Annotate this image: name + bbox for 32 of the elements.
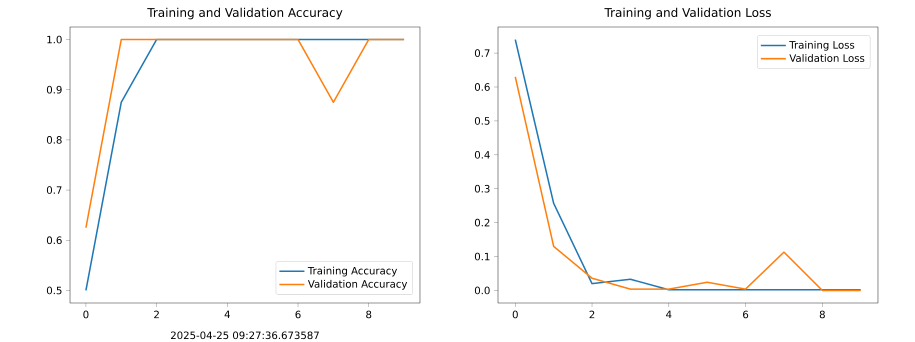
y-tick-label: 0.9 (46, 86, 62, 94)
x-tick-label: 8 (366, 310, 372, 318)
x-tick-label: 2 (590, 310, 594, 318)
legend-label: Training Accuracy (308, 266, 398, 276)
chart-title: Training and Validation Loss (604, 8, 771, 20)
legend-label: Training Loss (789, 40, 854, 51)
x-tick-label: 0 (512, 310, 518, 318)
y-tick-label: 0.5 (46, 286, 62, 294)
y-tick-label: 0.8 (46, 136, 62, 144)
y-tick-label: 0.6 (46, 236, 62, 244)
y-tick-label: 0.0 (474, 286, 490, 294)
x-tick-label: 4 (666, 310, 672, 318)
legend-label: Validation Loss (789, 54, 864, 62)
y-tick-label: 0.4 (474, 150, 490, 159)
y-tick-label: 1.0 (47, 36, 62, 44)
text: 2025-04-25 09:27:36.673587 (171, 331, 319, 340)
x-tick-label: 6 (296, 310, 301, 318)
x-tick-label: 6 (743, 310, 748, 318)
y-tick-label: 0.7 (46, 186, 62, 194)
x-tick-label: 8 (820, 310, 825, 318)
chart-title: Training and Validation Accuracy (147, 8, 342, 20)
line-series (514, 76, 862, 292)
y-tick-label: 0.6 (474, 83, 490, 91)
y-tick-label: 0.1 (474, 252, 490, 260)
x-tick-label: 0 (83, 310, 88, 318)
y-tick-label: 0.3 (474, 184, 490, 193)
x-tick-label: 2 (154, 310, 159, 318)
x-tick-label: 4 (224, 310, 230, 318)
legend-label: Validation Accuracy (308, 280, 408, 290)
y-tick-label: 0.2 (474, 218, 490, 226)
y-tick-label: 0.7 (474, 49, 490, 57)
y-tick-label: 0.5 (474, 117, 490, 125)
